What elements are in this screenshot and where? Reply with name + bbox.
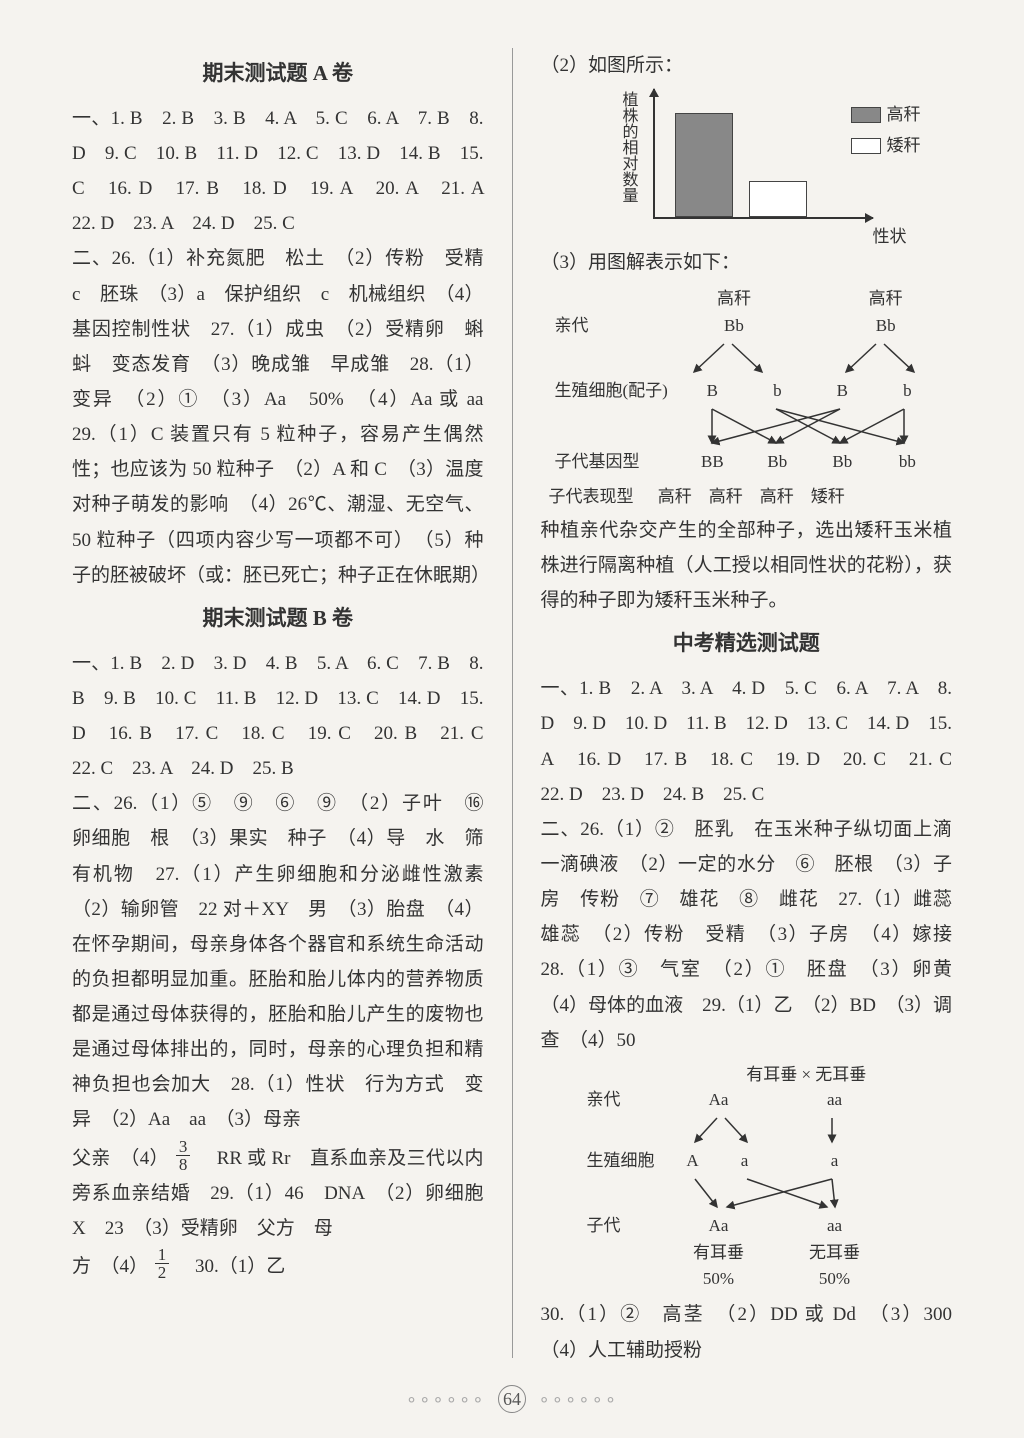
cross1-off-geno-label: 子代基因型 [549,449,674,476]
cross2-arrows-top [667,1116,887,1146]
cross2-off-pct2: 50% [777,1266,893,1293]
legend-text-dwarf: 矮秆 [887,132,921,159]
legend-swatch-dwarf [851,138,881,154]
cross1-gamete-b2: b [875,380,940,403]
text-before-frac12: 方 （4） [72,1256,148,1277]
chart-x-axis [653,217,873,219]
punnett-cross-2: 有耳垂 × 无耳垂 亲代 Aa aa [581,1064,953,1294]
exam-b-frq-part2: 父亲 （4） 3 8 RR 或 Rr 直系血亲及三代以内旁系血亲结婚 29.（1… [72,1138,484,1246]
exam-c-mcq: 一、1. B 2. A 3. A 4. D 5. C 6. A 7. A 8. … [541,671,953,812]
cross1-arrows-bottom [680,407,940,447]
cross1-gamete-B2: B [810,380,875,403]
footer-decoration-left: ∘∘∘∘∘∘ [406,1389,486,1409]
chart-bar-dwarf [749,181,807,217]
cross2-off-pheno1: 有耳垂 [661,1240,777,1267]
cross2-off-pct1: 50% [661,1266,777,1293]
footer-decoration-right: ∘∘∘∘∘∘ [539,1389,619,1409]
cross1-off-bb: bb [875,451,940,474]
cross2-off-label: 子代 [581,1213,661,1240]
legend-text-tall: 高秆 [887,101,921,128]
cross1-parent2-geno: Bb [826,313,946,340]
right-column: （2）如图所示： 植株的相对数量 性状 高秆 矮秆 （3）用图解表示如下： [541,48,953,1358]
page-footer: ∘∘∘∘∘∘ 64 ∘∘∘∘∘∘ [0,1383,1024,1416]
left-column: 期末测试题 A 卷 一、1. B 2. B 3. B 4. A 5. C 6. … [72,48,484,1358]
exam-a-mcq: 一、1. B 2. B 3. B 4. A 5. C 6. A 7. B 8. … [72,101,484,242]
bar-chart: 植株的相对数量 性状 高秆 矮秆 [613,89,913,239]
exam-c-frq: 二、26.（1）② 胚乳 在玉米种子纵切面上滴一滴碘液 （2）一定的水分 ⑥ 胚… [541,812,953,1058]
para-explain: 种植亲代杂交产生的全部种子，选出矮秆玉米植株进行隔离种植（人工授以相同性状的花粉… [541,513,953,618]
cross1-pheno-2: 高秆 [709,487,743,506]
exam-b-mcq: 一、1. B 2. D 3. D 4. B 5. A 6. C 7. B 8. … [72,646,484,787]
cross1-off-Bb2: Bb [810,451,875,474]
page-number: 64 [498,1385,526,1413]
cross2-parent1-geno: Aa [661,1087,777,1114]
title-exam-b: 期末测试题 B 卷 [72,599,484,638]
cross1-pheno-4: 矮秆 [811,487,845,506]
cross2-parent2-geno: aa [777,1087,893,1114]
title-exam-a: 期末测试题 A 卷 [72,54,484,93]
cross1-parent-label: 亲代 [549,313,674,340]
exam-b-frq-part1: 二、26.（1）⑤ ⑨ ⑥ ⑨ （2）子叶 ⑯ 卵细胞 根 （3）果实 种子 （… [72,786,484,1137]
two-column-layout: 期末测试题 A 卷 一、1. B 2. B 3. B 4. A 5. C 6. … [72,48,952,1358]
cross1-off-BB: BB [680,451,745,474]
cross1-pheno-3: 高秆 [760,487,794,506]
cross1-gamete-b1: b [745,380,810,403]
cross2-header: 有耳垂 × 无耳垂 [661,1064,953,1087]
cross1-parent2-pheno: 高秆 [826,286,946,313]
cross2-off-aa: aa [777,1213,893,1240]
cross2-arrows-bottom [667,1177,887,1211]
cross2-gamete-a1: a [719,1150,771,1173]
cross1-gamete-label: 生殖细胞(配子) [549,378,674,405]
cross1-table: 高秆 高秆 亲代 Bb Bb [549,286,946,476]
legend-row-dwarf: 矮秆 [851,132,921,159]
fraction-1-2: 1 2 [155,1246,170,1281]
chart-x-label: 性状 [873,221,907,252]
cross1-off-pheno-label: 子代表现型 [549,487,634,506]
cross2-table: 亲代 Aa aa 生殖细胞 [581,1087,893,1294]
cross1-pheno-row: 子代表现型 高秆 高秆 高秆 矮秆 [549,486,953,509]
cross1-gamete-B1: B [680,380,745,403]
cross2-off-Aa: Aa [661,1213,777,1240]
title-exam-c: 中考精选测试题 [541,624,953,663]
chart-legend: 高秆 矮秆 [851,101,921,163]
cross1-parent1-geno: Bb [674,313,794,340]
cross2-gamete-label: 生殖细胞 [581,1148,661,1175]
cross1-arrows-top [680,342,940,376]
line-last: 30.（1）② 高茎 （2）DD 或 Dd （3）300 （4）人工辅助授粉 [541,1297,953,1367]
chart-y-axis [653,89,655,219]
cross1-off-Bb1: Bb [745,451,810,474]
text-before-frac38: 父亲 （4） [72,1148,169,1169]
exam-b-frq-part3: 方 （4） 1 2 30.（1）乙 [72,1246,484,1284]
cross2-off-pheno2: 无耳垂 [777,1240,893,1267]
cross2-gamete-A: A [667,1150,719,1173]
chart-bar-tall [675,113,733,217]
legend-row-tall: 高秆 [851,101,921,128]
punnett-cross-1: 高秆 高秆 亲代 Bb Bb [549,286,953,509]
text-after-frac12: 30.（1）乙 [176,1256,285,1277]
column-divider [512,48,513,1358]
cross2-parent-label: 亲代 [581,1087,661,1114]
cross1-pheno-1: 高秆 [658,487,692,506]
chart-y-label: 植株的相对数量 [617,91,637,203]
cross1-parent1-pheno: 高秆 [674,286,794,313]
legend-swatch-tall [851,107,881,123]
exam-a-frq: 二、26.（1）补充氮肥 松土 （2）传粉 受精 c 胚珠 （3）a 保护组织 … [72,241,484,592]
line-chart-caption: （2）如图所示： [541,48,953,83]
fraction-3-8: 3 8 [176,1138,191,1173]
cross2-gamete-a2: a [777,1148,893,1175]
